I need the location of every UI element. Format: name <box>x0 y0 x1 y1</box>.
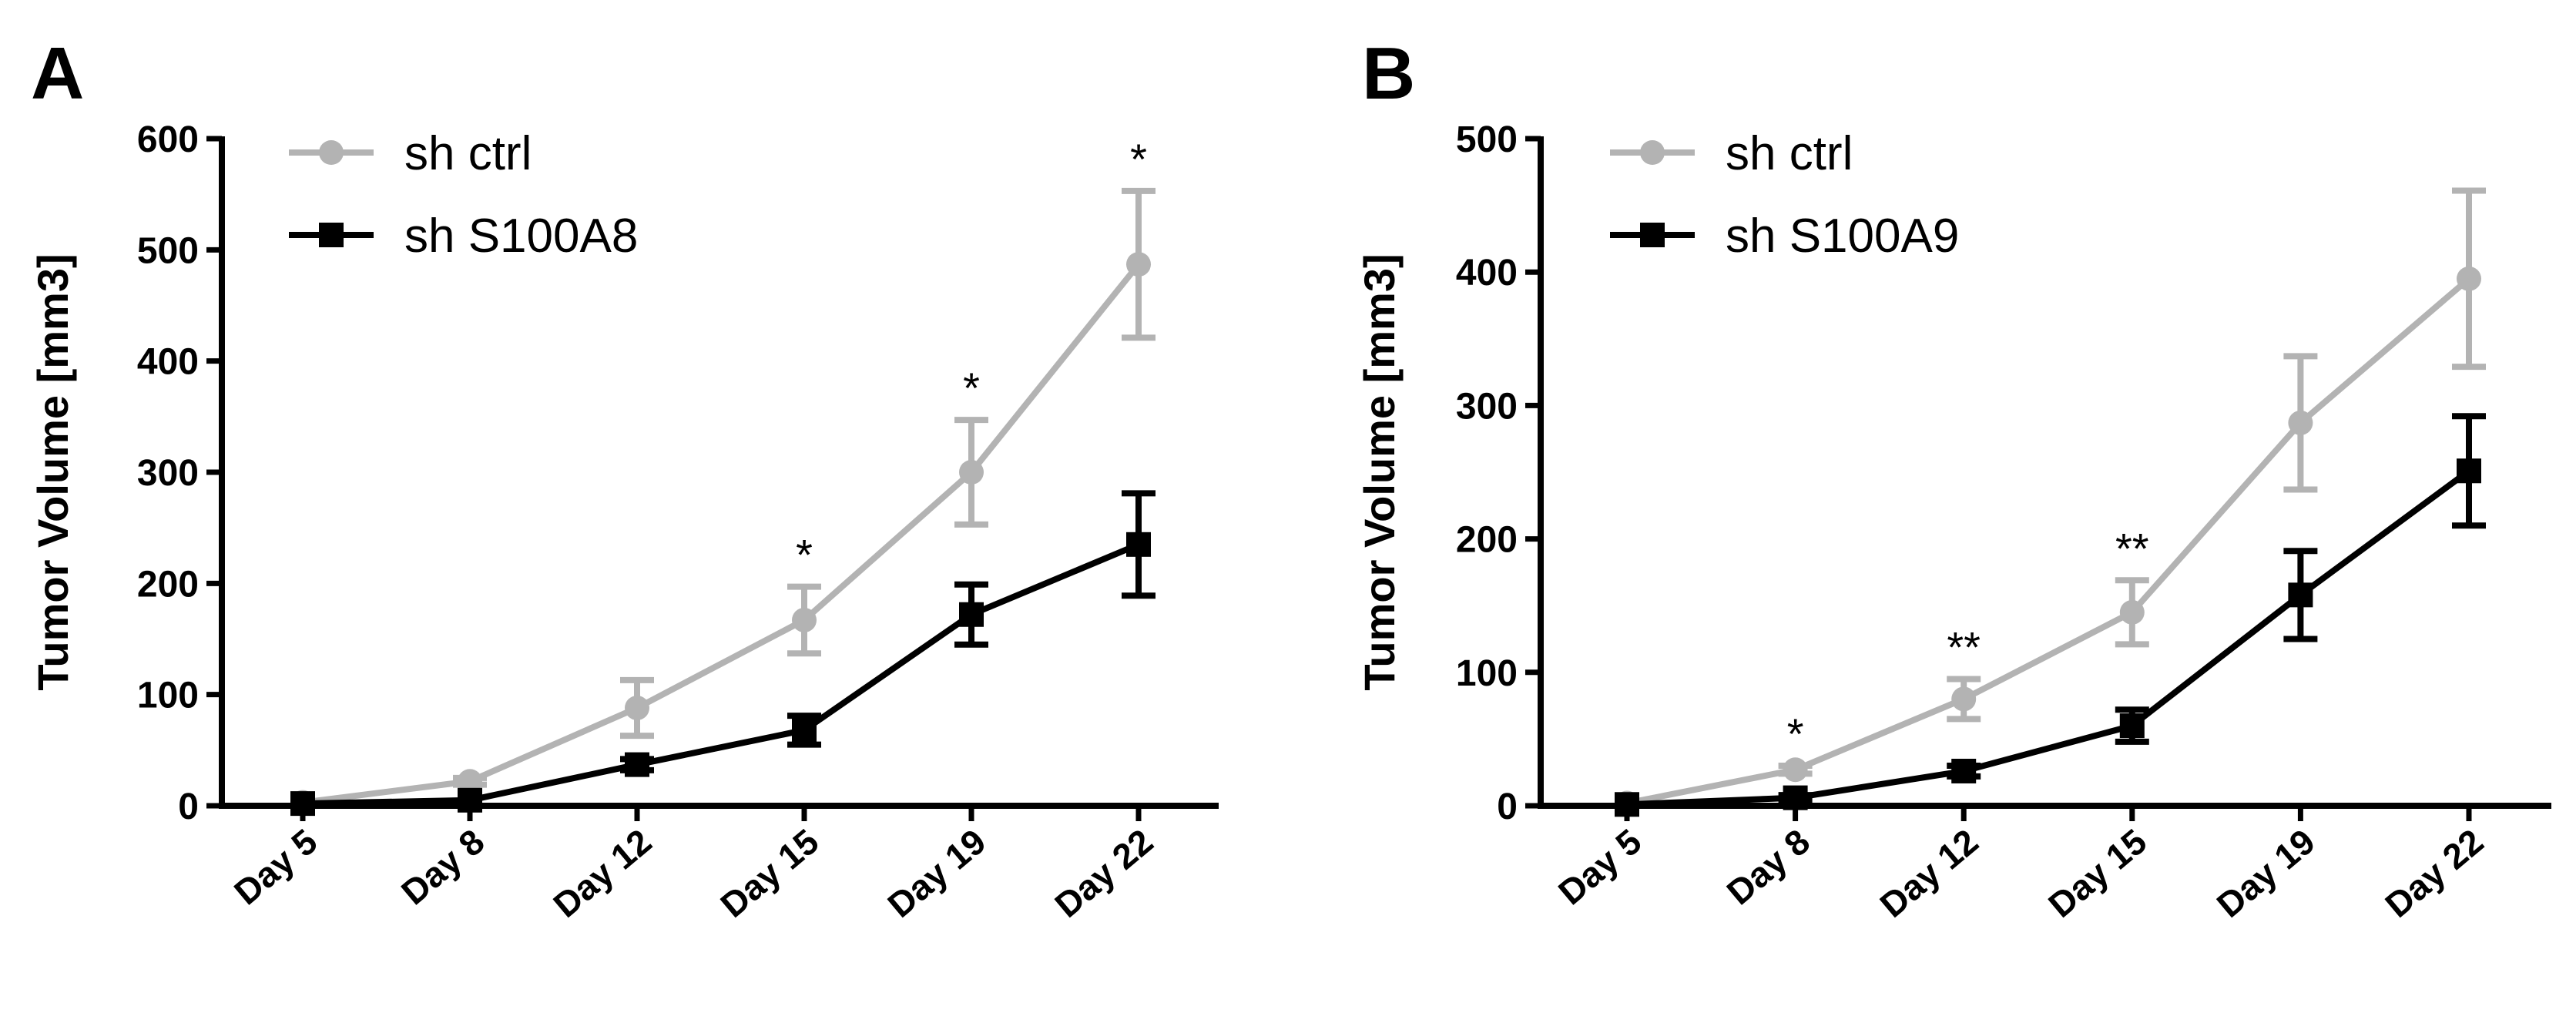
significance-marker: * <box>1787 709 1804 758</box>
x-tick-label: Day 19 <box>2209 821 2323 925</box>
panel-b: B 0 100 200 300 400 500 Day 5 Day 8 Day 12 Day 15 D… <box>1355 32 2551 925</box>
x-tick-label: Day 5 <box>1551 821 1649 913</box>
legend-marker <box>1640 223 1665 247</box>
x-tick-label: Day 8 <box>394 821 491 913</box>
y-tick-label: 200 <box>1456 520 1518 561</box>
data-point <box>1783 757 1808 783</box>
x-tick-label: Day 19 <box>880 821 993 925</box>
y-tick-label: 300 <box>137 453 199 494</box>
significance-marker: ** <box>2115 524 2149 572</box>
legend-marker <box>1640 140 1665 165</box>
y-axis-title: Tumor Volume [mm3] <box>29 253 77 690</box>
significance-marker: ** <box>1947 622 1981 671</box>
series-line <box>1626 468 2471 808</box>
data-point <box>625 695 649 720</box>
data-point <box>959 460 984 485</box>
legend-label: sh S100A9 <box>1726 210 1959 263</box>
y-axis-title: Tumor Volume [mm3] <box>1355 253 1404 690</box>
legend-entry: sh S100A9 <box>1610 210 1959 263</box>
significance-marker: * <box>796 531 813 579</box>
legend-label: sh ctrl <box>1726 127 1853 180</box>
y-tick-label: 400 <box>137 342 199 383</box>
y-tick-label: 500 <box>1456 119 1518 160</box>
legend-label: sh ctrl <box>404 127 532 180</box>
series-knockdown <box>1615 413 2486 817</box>
y-tick-label: 600 <box>137 119 199 160</box>
panel-label: A <box>31 32 84 115</box>
data-point <box>458 769 482 794</box>
y-tick-label: 0 <box>1497 787 1518 827</box>
data-point <box>1951 758 1977 783</box>
series-control <box>290 187 1156 815</box>
significance-marker: * <box>963 364 980 412</box>
data-point <box>792 717 817 743</box>
series-line <box>1626 276 2471 807</box>
y-tick-label: 200 <box>137 564 199 605</box>
series-control <box>1615 187 2486 816</box>
data-point <box>1615 792 1639 817</box>
y-tick-label: 400 <box>1456 253 1518 293</box>
data-point <box>2119 713 2145 739</box>
series-line <box>302 542 1140 807</box>
y-tick-label: 500 <box>137 230 199 271</box>
data-point <box>625 752 649 777</box>
x-tick-label: Day 22 <box>1047 821 1160 925</box>
series-line <box>302 262 1142 806</box>
data-point <box>2288 410 2313 435</box>
y-tick-label: 100 <box>1456 653 1518 694</box>
legend-entry: sh ctrl <box>289 127 532 180</box>
x-tick-label: Day 12 <box>1873 821 1986 925</box>
legend-label: sh S100A8 <box>404 210 638 263</box>
y-tick-label: 300 <box>1456 386 1518 427</box>
panel-label: B <box>1362 32 1415 115</box>
legend-entry: sh ctrl <box>1610 127 1853 180</box>
x-tick-label: Day 22 <box>2377 821 2490 925</box>
data-point <box>2119 599 2145 625</box>
data-point <box>2457 458 2481 484</box>
data-point <box>2288 582 2313 608</box>
x-tick-label: Day 15 <box>713 821 826 925</box>
y-tick-label: 0 <box>178 787 199 827</box>
y-tick-label: 100 <box>137 676 199 716</box>
x-tick-label: Day 5 <box>226 821 324 913</box>
legend-marker <box>319 140 344 165</box>
data-point <box>792 607 817 632</box>
x-tick-label: Day 12 <box>545 821 659 925</box>
data-point <box>2457 266 2481 291</box>
legend-marker <box>319 223 344 247</box>
data-point <box>458 787 482 813</box>
data-point <box>959 602 984 627</box>
data-point <box>1783 785 1808 810</box>
x-tick-label: Day 8 <box>1719 821 1817 913</box>
x-tick-label: Day 15 <box>2041 821 2154 925</box>
data-point <box>1951 686 1977 712</box>
legend-entry: sh S100A8 <box>289 210 638 263</box>
data-point <box>1126 252 1151 277</box>
data-point <box>1126 532 1151 557</box>
panel-a: A 0 100 200 300 400 500 600 Day 5 Day 8 Day 12 Day … <box>29 32 1219 925</box>
series-knockdown <box>290 490 1156 817</box>
significance-marker: * <box>1130 135 1147 183</box>
data-point <box>290 791 315 817</box>
